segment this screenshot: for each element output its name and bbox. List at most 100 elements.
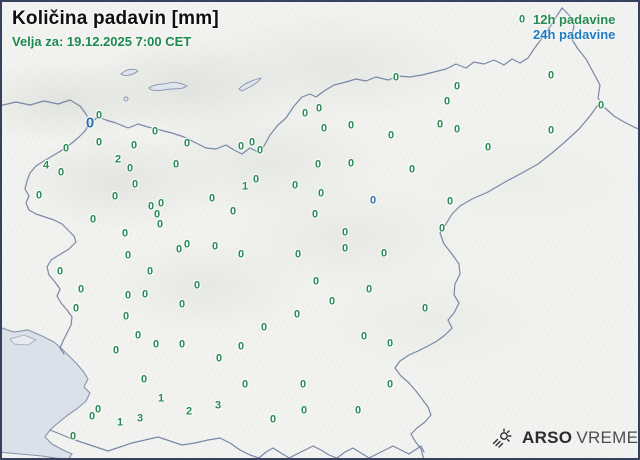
station-value: 0 — [315, 102, 323, 115]
lake-4 — [123, 96, 129, 102]
lake-2 — [148, 81, 188, 92]
station-value: 2 — [114, 153, 122, 166]
map-header: Količina padavin [mm] Velja za: 19.12.20… — [12, 8, 219, 49]
border-north — [2, 7, 563, 155]
lake-3 — [238, 77, 263, 92]
station-value: 0 — [256, 144, 264, 157]
station-value: 0 — [365, 283, 373, 296]
station-value: 0 — [183, 238, 191, 251]
station-value: 0 — [341, 242, 349, 255]
station-value: 0 — [360, 330, 368, 343]
station-value: 3 — [136, 412, 144, 425]
station-value: 0 — [35, 189, 43, 202]
station-value: 0 — [317, 187, 325, 200]
station-value: 0 — [153, 208, 161, 221]
station-value: 0 — [124, 289, 132, 302]
arso-vreme-logo: ARSO VREME — [491, 427, 638, 449]
station-value: 0 — [446, 195, 454, 208]
station-value: 0 — [121, 227, 129, 240]
arso-wordmark: ARSO — [522, 428, 573, 447]
station-value: 3 — [214, 399, 222, 412]
station-value: 0 — [178, 338, 186, 351]
station-value: 0 — [72, 302, 80, 315]
station-value: 0 — [354, 404, 362, 417]
station-value: 0 — [443, 95, 451, 108]
station-value: 0 — [300, 404, 308, 417]
station-value: 0 — [94, 403, 102, 416]
station-value: 1 — [116, 416, 124, 429]
station-value: 0 — [85, 114, 95, 132]
vreme-wordmark: VREME — [576, 428, 639, 447]
station-value: 0 — [237, 140, 245, 153]
station-value: 0 — [89, 213, 97, 226]
station-value: 0 — [229, 205, 237, 218]
station-value: 0 — [215, 352, 223, 365]
station-value: 0 — [293, 308, 301, 321]
station-value: 0 — [175, 243, 183, 256]
station-value: 1 — [241, 180, 249, 193]
station-value: 0 — [237, 340, 245, 353]
border-northeast — [561, 7, 638, 130]
station-value: 0 — [341, 226, 349, 239]
station-value: 0 — [62, 142, 70, 155]
station-value: 0 — [484, 141, 492, 154]
station-value: 0 — [291, 179, 299, 192]
station-value: 0 — [141, 288, 149, 301]
station-value: 0 — [172, 158, 180, 171]
station-value: 0 — [453, 123, 461, 136]
station-value: 0 — [134, 329, 142, 342]
station-value: 0 — [88, 410, 96, 423]
station-value: 0 — [260, 321, 268, 334]
sea-adriatic — [2, 327, 91, 458]
station-value: 0 — [380, 247, 388, 260]
station-value: 4 — [42, 159, 50, 172]
legend-item-12h[interactable]: 12h padavine — [533, 12, 616, 27]
station-value: 0 — [320, 122, 328, 135]
station-value: 0 — [597, 99, 605, 112]
station-value: 0 — [386, 378, 394, 391]
station-value: 0 — [157, 197, 165, 210]
station-value: 0 — [386, 337, 394, 350]
station-value: 0 — [299, 378, 307, 391]
legend: 12h padavine 24h padavine — [533, 12, 615, 42]
station-value: 0 — [57, 166, 65, 179]
station-value: 0 — [438, 222, 446, 235]
station-value: 0 — [126, 162, 134, 175]
station-value: 0 — [547, 69, 555, 82]
station-value: 0 — [252, 173, 260, 186]
station-value: 0 — [183, 137, 191, 150]
station-value: 0 — [211, 240, 219, 253]
station-value: 2 — [185, 405, 193, 418]
station-value: 0 — [77, 283, 85, 296]
station-value: 0 — [347, 157, 355, 170]
station-value: 0 — [140, 373, 148, 386]
station-value: 0 — [421, 302, 429, 315]
station-value: 0 — [56, 265, 64, 278]
station-value: 0 — [408, 163, 416, 176]
station-value: 0 — [369, 194, 377, 207]
station-value: 0 — [436, 118, 444, 131]
station-value: 0 — [124, 249, 132, 262]
station-value: 0 — [69, 430, 77, 443]
lagoon-grado — [9, 334, 37, 346]
border-east — [394, 101, 601, 458]
station-value: 0 — [347, 119, 355, 132]
page-title: Količina padavin [mm] — [12, 8, 219, 29]
station-value: 0 — [518, 13, 526, 26]
station-value: 0 — [314, 158, 322, 171]
legend-item-24h[interactable]: 24h padavine — [533, 27, 616, 42]
station-value: 0 — [151, 125, 159, 138]
station-value: 0 — [130, 139, 138, 152]
station-value: 0 — [387, 129, 395, 142]
station-value: 0 — [301, 107, 309, 120]
station-value: 0 — [294, 248, 302, 261]
station-value: 0 — [147, 200, 155, 213]
station-value: 0 — [311, 208, 319, 221]
logo-text: ARSO VREME — [522, 428, 638, 448]
station-value: 0 — [547, 124, 555, 137]
station-value: 0 — [112, 344, 120, 357]
station-value: 0 — [152, 338, 160, 351]
